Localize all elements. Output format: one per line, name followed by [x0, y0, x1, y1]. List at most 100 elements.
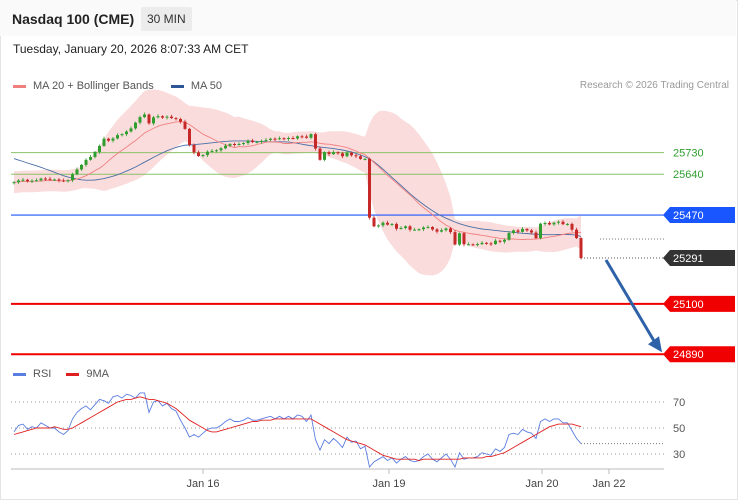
candle-body — [116, 135, 119, 139]
candle-body — [458, 233, 461, 245]
candle-body — [494, 240, 497, 245]
candle-body — [147, 114, 151, 124]
candle-body — [17, 180, 20, 183]
candle-body — [386, 222, 389, 225]
candle-body — [75, 169, 79, 175]
x-tick-label: Jan 19 — [372, 478, 405, 490]
candle-body — [179, 119, 182, 122]
ma20-line — [13, 121, 581, 240]
candle-body — [417, 229, 421, 231]
level-label-25470: 25470 — [673, 210, 704, 222]
candle-body — [309, 134, 313, 138]
candle-body — [489, 243, 493, 245]
candle-body — [453, 232, 457, 245]
candle-body — [516, 230, 520, 232]
level-label-25100: 25100 — [673, 299, 704, 311]
candle-body — [215, 150, 218, 152]
candle-body — [197, 152, 200, 156]
candle-body — [273, 138, 277, 140]
timeframe-button[interactable]: 30 MIN — [141, 7, 192, 31]
candle-body — [107, 138, 110, 141]
candle-body — [210, 150, 214, 152]
candle-body — [377, 225, 380, 227]
level-tag-25291 — [663, 250, 735, 266]
x-tick-label: Jan 20 — [525, 478, 558, 490]
candle-body — [251, 140, 254, 143]
candle-body — [165, 116, 169, 118]
rsi-ma-legend-swatch — [66, 372, 80, 376]
candle-body — [260, 140, 263, 142]
candle-body — [102, 138, 106, 146]
x-axis: Jan 16 Jan 19 Jan 20 Jan 22 — [11, 468, 664, 490]
candle-body — [26, 179, 29, 182]
candle-body — [39, 178, 43, 181]
candle-body — [134, 122, 137, 129]
rsi-line — [13, 392, 582, 469]
bollinger-band — [14, 89, 581, 276]
candle-body — [350, 152, 353, 156]
candle-body — [183, 121, 187, 129]
candle-body — [314, 134, 317, 149]
x-tick-label: Jan 16 — [186, 478, 219, 490]
candle-body — [57, 179, 61, 181]
candle-body — [498, 240, 502, 242]
candle-body — [282, 138, 286, 140]
candle-body — [512, 230, 515, 234]
projection-arrow — [604, 259, 662, 353]
candle-body — [426, 227, 430, 229]
candle-body — [53, 179, 56, 181]
x-tick-label: Jan 22 — [592, 478, 625, 490]
candle-body — [255, 141, 259, 143]
rsi-legend-label: RSI — [33, 368, 52, 380]
candle-body — [237, 144, 241, 145]
ma50-legend-label: MA 50 — [190, 80, 223, 92]
candle-body — [80, 164, 83, 170]
candle-body — [323, 152, 326, 160]
ma20-legend-label: MA 20 + Bollinger Bands — [33, 80, 154, 92]
candle-body — [363, 158, 367, 160]
candle-body — [354, 155, 358, 157]
candle-body — [98, 145, 101, 152]
candle-body — [449, 228, 452, 233]
candle-body — [444, 228, 448, 231]
candle-body — [408, 226, 412, 230]
candle-body — [219, 148, 223, 151]
candle-body — [575, 229, 578, 239]
credit-text: Research © 2026 Trading Central — [579, 80, 729, 91]
candle-body — [201, 155, 205, 157]
candle-body — [62, 180, 65, 182]
candle-body — [543, 222, 547, 224]
candle-body — [345, 152, 349, 157]
rsi-panel: 70 50 30 — [11, 392, 685, 469]
ma50-legend-swatch — [170, 84, 184, 88]
candle-body — [296, 136, 299, 139]
candle-body — [264, 139, 268, 141]
candle-body — [161, 116, 164, 118]
candle-body — [44, 178, 47, 180]
candle-body — [84, 159, 88, 165]
level-label-25730: 25730 — [673, 148, 704, 160]
candle-body — [467, 244, 470, 246]
candle-body — [390, 223, 394, 225]
candle-body — [35, 180, 38, 182]
rsi-tick-50: 50 — [673, 423, 685, 435]
timestamp: Tuesday, January 20, 2026 8:07:33 AM CET — [13, 42, 249, 56]
candle-body — [233, 144, 236, 145]
bollinger-band-area — [14, 89, 581, 276]
rsi-ma-line — [13, 396, 582, 461]
moving-averages — [13, 121, 582, 240]
candle-body — [521, 228, 524, 232]
level-tag-24890 — [663, 346, 735, 363]
candle-body — [129, 128, 133, 132]
candle-body — [305, 136, 308, 138]
candle-body — [381, 222, 385, 226]
candle-body — [111, 138, 115, 141]
candle-body — [66, 180, 70, 182]
level-label-24890: 24890 — [673, 349, 704, 361]
candle-body — [192, 144, 196, 153]
candle-body — [476, 244, 479, 246]
candle-body — [12, 182, 16, 184]
candle-body — [561, 221, 565, 225]
candle-body — [300, 136, 304, 138]
